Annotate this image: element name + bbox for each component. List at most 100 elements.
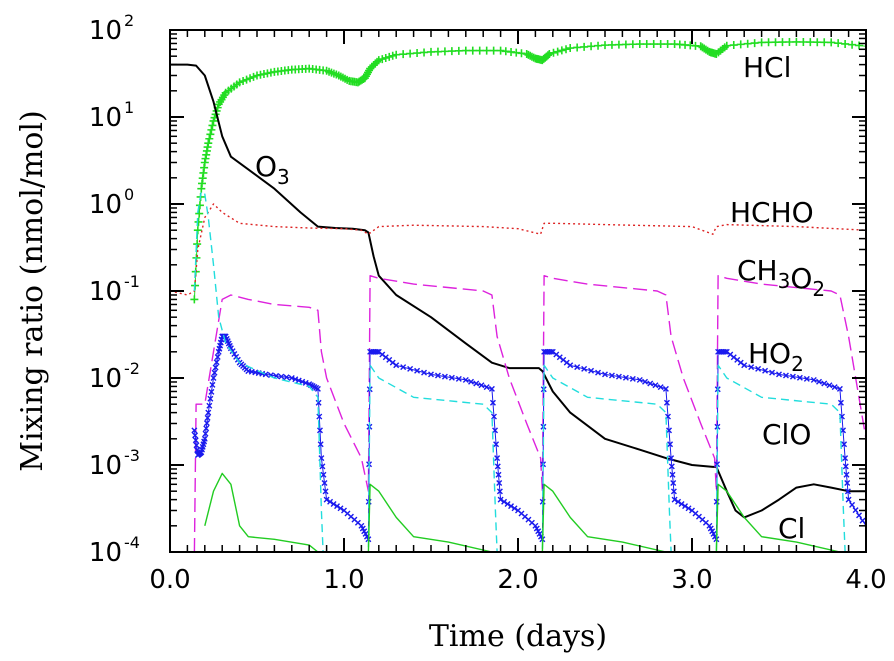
- point-ho2: [657, 384, 664, 391]
- point-hcl: [206, 130, 215, 139]
- point-hcl: [607, 40, 616, 49]
- point-ho2: [317, 441, 324, 448]
- point-hcl: [242, 75, 251, 84]
- point-ho2: [473, 380, 480, 387]
- label-ch3o2: CH3O2: [737, 254, 825, 301]
- point-ho2: [192, 432, 199, 439]
- y-tick-exponent: -1: [124, 272, 140, 291]
- series-hcl: [190, 37, 866, 304]
- point-hcl: [193, 226, 202, 235]
- point-ho2: [843, 471, 850, 478]
- point-hcl: [392, 50, 401, 59]
- point-ho2: [213, 359, 220, 366]
- point-ho2: [202, 430, 209, 437]
- point-ho2: [295, 377, 302, 384]
- y-axis-title: Mixing ratio (nmol/mol): [15, 110, 50, 471]
- point-ho2: [483, 384, 490, 391]
- point-ho2: [209, 381, 216, 388]
- point-ho2: [608, 372, 615, 379]
- point-ho2: [501, 498, 508, 505]
- point-ho2: [321, 480, 328, 487]
- label-cl: Cl: [778, 512, 805, 545]
- x-axis-title: Time (days): [429, 619, 607, 654]
- point-ho2: [670, 488, 677, 495]
- point-ho2: [844, 480, 851, 487]
- point-ho2: [206, 402, 213, 409]
- point-ho2: [642, 378, 649, 385]
- point-ho2: [844, 488, 851, 495]
- point-ho2: [210, 375, 217, 381]
- point-ho2: [494, 463, 501, 470]
- point-ho2: [327, 498, 334, 505]
- point-ho2: [856, 512, 863, 519]
- point-ho2: [504, 500, 511, 507]
- point-ho2: [602, 371, 608, 378]
- point-ho2: [203, 420, 210, 427]
- point-hcl: [413, 49, 422, 58]
- point-ho2: [755, 365, 762, 372]
- point-hcl: [420, 48, 429, 57]
- point-hcl: [190, 295, 199, 304]
- point-ho2: [826, 382, 833, 389]
- point-ho2: [567, 362, 574, 369]
- point-ho2: [478, 382, 485, 389]
- point-hcl: [642, 40, 651, 49]
- point-ho2: [393, 362, 400, 369]
- point-ho2: [489, 399, 496, 406]
- point-hcl: [373, 57, 382, 66]
- point-hcl: [785, 37, 794, 46]
- point-ho2: [229, 348, 236, 355]
- point-ho2: [407, 365, 414, 372]
- label-clo: ClO: [762, 418, 811, 451]
- point-ho2: [319, 463, 326, 470]
- point-ho2: [495, 471, 502, 478]
- point-ho2: [682, 503, 689, 510]
- point-ho2: [511, 505, 518, 512]
- point-ho2: [782, 372, 789, 379]
- point-hcl: [656, 40, 665, 49]
- point-ho2: [668, 463, 675, 470]
- point-hcl: [208, 121, 217, 130]
- point-hcl: [454, 46, 463, 55]
- point-ho2: [205, 409, 212, 416]
- point-hcl: [545, 49, 554, 58]
- point-ho2: [316, 427, 323, 434]
- point-ho2: [212, 364, 219, 371]
- y-tick-label: 10: [89, 364, 122, 394]
- point-ho2: [849, 501, 856, 508]
- point-hcl: [820, 38, 829, 47]
- point-ho2: [852, 507, 859, 514]
- series-cl: [204, 472, 846, 552]
- point-hcl: [729, 41, 738, 50]
- point-ho2: [831, 384, 838, 391]
- y-tick-exponent: 2: [124, 11, 134, 30]
- point-hcl: [649, 40, 658, 49]
- point-hcl: [663, 40, 672, 49]
- point-ho2: [769, 369, 776, 376]
- point-hcl: [526, 51, 535, 60]
- point-ho2: [193, 442, 200, 449]
- point-ho2: [837, 399, 844, 406]
- point-ho2: [201, 435, 208, 442]
- point-ho2: [671, 496, 678, 503]
- point-ho2: [314, 385, 321, 392]
- series-line-clo: [193, 190, 846, 552]
- point-hcl: [207, 125, 216, 134]
- point-ho2: [278, 373, 285, 380]
- point-hcl: [799, 37, 808, 46]
- point-hcl: [378, 55, 387, 64]
- point-hcl: [855, 41, 864, 50]
- point-hcl: [193, 240, 202, 249]
- point-ho2: [663, 399, 670, 406]
- point-ho2: [211, 369, 218, 376]
- point-ho2: [840, 427, 847, 434]
- label-o3: O3: [255, 150, 290, 189]
- point-hcl: [827, 38, 836, 47]
- species-labels: HCl O3 HCHO CH3O2 HO2 ClO Cl: [255, 51, 825, 545]
- point-hcl: [628, 40, 637, 49]
- point-ho2: [803, 375, 810, 382]
- point-hcl: [587, 42, 596, 51]
- point-hcl: [246, 74, 255, 83]
- label-hcho: HCHO: [730, 196, 814, 229]
